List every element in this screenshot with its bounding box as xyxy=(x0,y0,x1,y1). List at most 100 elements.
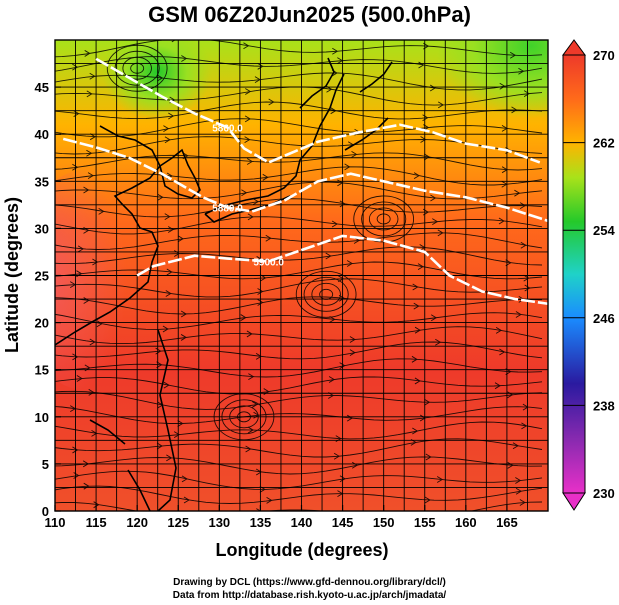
streamline-arrow xyxy=(495,327,502,334)
height-contours xyxy=(62,57,548,306)
colorbar-scale xyxy=(562,54,586,494)
streamline-arrow xyxy=(430,194,437,202)
y-tick-label: 0 xyxy=(42,504,49,519)
streamline xyxy=(55,40,543,58)
y-tick-label: 10 xyxy=(35,410,49,425)
plot-title: GSM 06Z20Jun2025 (500.0hPa) xyxy=(148,2,471,27)
streamline-arrow xyxy=(180,310,188,318)
streamline xyxy=(55,501,543,511)
streamline-arrow xyxy=(355,512,360,518)
footer-credit: Drawing by DCL (https://www.gfd-dennou.o… xyxy=(173,577,446,588)
streamline-arrow xyxy=(519,202,527,210)
y-tick-label: 45 xyxy=(35,80,49,95)
streamline-arrow xyxy=(331,220,338,228)
streamline-arrow xyxy=(255,468,263,476)
streamline-arrow xyxy=(515,477,522,484)
streamline-arrow xyxy=(252,198,260,206)
x-tick-label: 140 xyxy=(291,515,313,530)
streamline-arrow xyxy=(339,362,346,370)
colorbar: 270 262 254 246 238 230 xyxy=(562,39,615,511)
streamline-arrow xyxy=(173,431,181,438)
streamline-arrow xyxy=(514,189,521,197)
streamline-arrow xyxy=(268,98,275,106)
streamline-arrow xyxy=(86,149,93,157)
streamline xyxy=(55,296,543,315)
streamline xyxy=(55,312,543,330)
streamline-arrow xyxy=(515,311,522,318)
streamline-arrow xyxy=(346,260,353,267)
streamline-arrow xyxy=(414,377,421,385)
streamline-arrow xyxy=(498,217,505,225)
streamline xyxy=(55,246,543,266)
colorbar-tick-label: 246 xyxy=(593,311,615,326)
streamline-arrow xyxy=(157,193,164,201)
streamline xyxy=(55,438,543,458)
contour-label: 5860.0 xyxy=(212,124,243,135)
streamline-arrow xyxy=(328,376,335,383)
x-tick-label: 150 xyxy=(373,515,395,530)
vortex-streamline xyxy=(311,282,341,306)
streamline-arrow xyxy=(339,200,346,208)
streamline-arrow xyxy=(241,189,248,197)
streamline xyxy=(55,456,543,475)
y-tick-label: 15 xyxy=(35,363,49,378)
streamline-arrow xyxy=(168,112,175,120)
streamline-arrow xyxy=(344,163,351,171)
contour-line xyxy=(95,57,541,164)
contour-line xyxy=(62,137,548,223)
streamline-arrow xyxy=(72,353,79,361)
streamline xyxy=(55,406,543,424)
streamline xyxy=(55,358,543,378)
streamline xyxy=(55,118,543,138)
streamline-arrow xyxy=(515,487,522,495)
streamline-arrow xyxy=(524,284,531,292)
streamline-arrow xyxy=(432,218,439,226)
streamline-arrow xyxy=(523,90,530,97)
x-tick-label: 155 xyxy=(414,515,436,530)
streamline-arrow xyxy=(156,442,163,450)
y-tick-label: 40 xyxy=(35,127,49,142)
streamline-arrow xyxy=(411,355,418,363)
streamline-arrow xyxy=(351,150,358,158)
colorbar-bottom-arrow xyxy=(562,492,586,511)
streamline-arrow xyxy=(83,297,90,304)
streamline xyxy=(55,216,543,235)
streamline-arrow xyxy=(72,163,79,171)
x-tick-label: 145 xyxy=(332,515,354,530)
streamline-arrow xyxy=(72,446,79,454)
streamline-arrow xyxy=(262,173,269,181)
streamline xyxy=(55,278,543,298)
streamline-arrow xyxy=(247,426,254,434)
y-tick-label: 5 xyxy=(42,457,49,472)
streamline-arrow xyxy=(88,388,95,396)
y-tick-label: 35 xyxy=(35,174,49,189)
colorbar-tick-label: 238 xyxy=(593,398,615,413)
streamline-arrow xyxy=(247,213,254,221)
coastlines xyxy=(55,57,393,511)
streamline-arrow xyxy=(349,336,356,343)
lat-lon-grid xyxy=(55,40,548,511)
colorbar-tick-label: 270 xyxy=(593,48,615,63)
streamline-arrow xyxy=(156,361,163,369)
streamline-arrow xyxy=(417,263,424,271)
streamline-arrow xyxy=(245,445,252,453)
streamline xyxy=(55,101,543,120)
streamline-arrow xyxy=(93,501,100,509)
y-tick-label: 25 xyxy=(35,269,49,284)
streamline-arrow xyxy=(89,338,96,346)
streamline-arrow xyxy=(180,334,187,341)
streamline-arrow xyxy=(429,84,437,92)
streamline-arrow xyxy=(499,82,506,90)
cold-pool-northeast xyxy=(435,40,548,130)
streamline xyxy=(55,390,543,410)
x-tick-label: 165 xyxy=(496,515,518,530)
streamline-arrow xyxy=(519,499,526,506)
streamline-arrow xyxy=(332,47,339,55)
streamline-arrow xyxy=(254,76,261,84)
streamline-arrow xyxy=(246,158,254,165)
streamline-arrow xyxy=(255,353,262,360)
streamline-arrow xyxy=(243,42,250,50)
streamline-arrow xyxy=(523,274,530,282)
colorbar-tick-label: 254 xyxy=(593,223,615,238)
